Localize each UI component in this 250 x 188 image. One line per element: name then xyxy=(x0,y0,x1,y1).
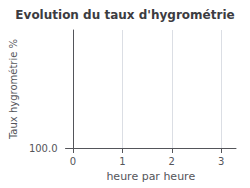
svg-text:0: 0 xyxy=(70,156,76,167)
svg-text:100.0: 100.0 xyxy=(29,143,58,154)
svg-text:2: 2 xyxy=(169,156,175,167)
svg-text:Evolution du taux d'hygrométri: Evolution du taux d'hygrométrie xyxy=(15,8,234,22)
svg-text:3: 3 xyxy=(218,156,224,167)
svg-text:Taux hygrométrie %: Taux hygrométrie % xyxy=(8,39,19,140)
svg-text:heure par heure: heure par heure xyxy=(106,170,195,183)
svg-text:1: 1 xyxy=(119,156,125,167)
